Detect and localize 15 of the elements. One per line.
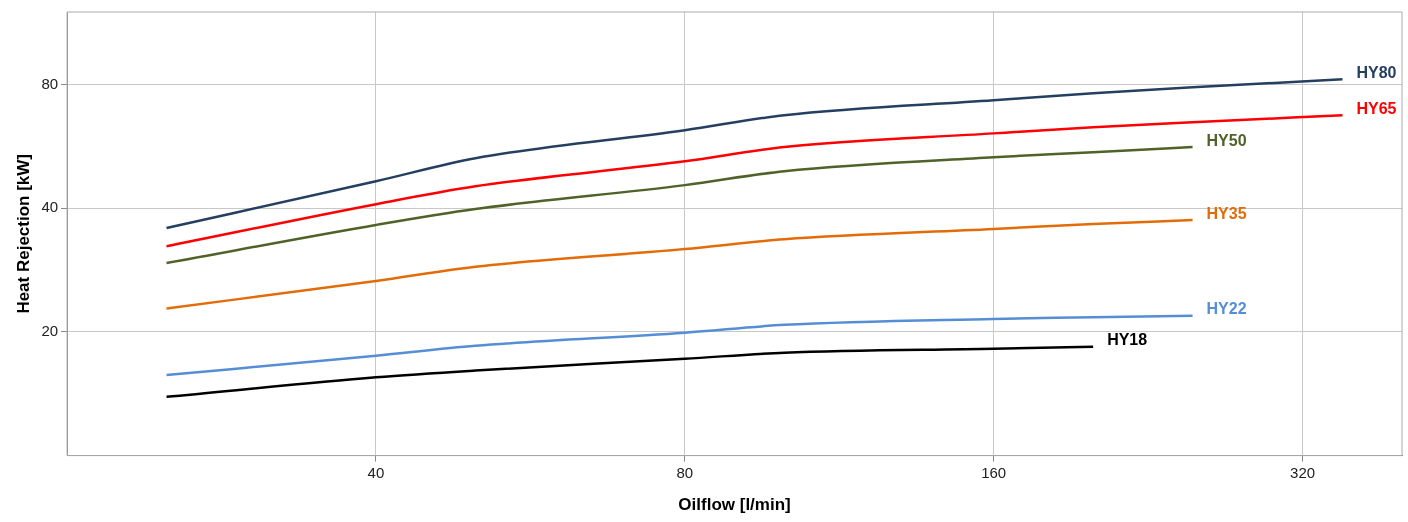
- series-label: HY65: [1356, 99, 1397, 117]
- series-label: HY22: [1206, 300, 1247, 318]
- y-axis-title: Heat Rejection [kW]: [13, 153, 33, 314]
- series-label: HY80: [1356, 63, 1397, 81]
- x-tick-label: 160: [981, 463, 1007, 481]
- series-label: HY50: [1206, 131, 1247, 149]
- series-label: HY18: [1107, 331, 1148, 349]
- series-label: HY35: [1206, 204, 1247, 222]
- y-tick-label: 40: [41, 198, 59, 216]
- y-tick-label: 80: [41, 74, 59, 92]
- x-tick-label: 320: [1290, 463, 1316, 481]
- x-tick-label: 80: [676, 463, 694, 481]
- x-tick-label: 40: [367, 463, 385, 481]
- x-axis-title: Oilflow [l/min]: [678, 495, 791, 515]
- y-tick-label: 20: [41, 322, 59, 339]
